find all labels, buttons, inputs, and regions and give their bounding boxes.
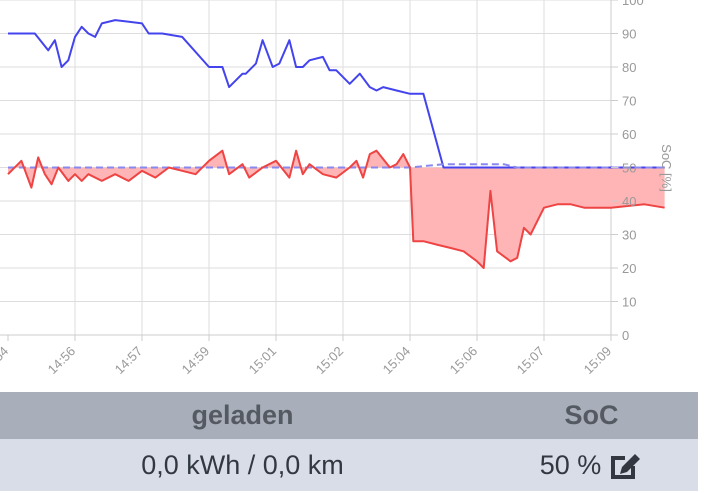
soc-cell: 50 % bbox=[485, 439, 698, 491]
x-tick-labels: 14:54 14:56 14:57 14:59 15:01 15:02 15:04 15:06… bbox=[0, 335, 614, 377]
y-tick-label: 80 bbox=[622, 60, 636, 75]
edit-icon[interactable] bbox=[607, 449, 643, 481]
header-geladen: geladen bbox=[191, 400, 294, 430]
y-tick-label: 100 bbox=[622, 0, 644, 8]
table-header: geladen SoC bbox=[0, 392, 698, 439]
x-tick-label: 15:06 bbox=[447, 343, 481, 377]
x-tick-label: 15:02 bbox=[313, 343, 347, 377]
series-line-1 bbox=[8, 163, 665, 169]
y-tick-labels: 0 10 20 30 40 50 60 70 80 90 100 bbox=[611, 0, 644, 343]
chart-lines bbox=[7, 19, 665, 269]
x-tick-label: 14:56 bbox=[45, 343, 79, 377]
y-tick-label: 90 bbox=[622, 27, 636, 42]
y-axis-label: SoC [%] bbox=[659, 144, 674, 192]
x-tick-label: 14:59 bbox=[179, 343, 213, 377]
soc-value: 50 % bbox=[539, 449, 602, 480]
x-tick-label: 15:04 bbox=[380, 343, 414, 377]
x-tick-label: 15:09 bbox=[581, 343, 615, 377]
x-tick-label: 14:54 bbox=[0, 343, 11, 377]
y-tick-label: 0 bbox=[622, 328, 629, 343]
series-line-2 bbox=[7, 149, 665, 269]
y-tick-label: 70 bbox=[622, 94, 636, 109]
series-line-0 bbox=[8, 19, 665, 169]
chart-fills bbox=[8, 150, 665, 268]
y-tick-label: 60 bbox=[622, 127, 636, 142]
x-tick-label: 14:57 bbox=[112, 343, 146, 377]
charged-value: 0,0 kWh / 0,0 km bbox=[141, 449, 344, 480]
series-fill-2 bbox=[8, 150, 665, 268]
y-tick-label: 10 bbox=[622, 295, 636, 310]
header-soc: SoC bbox=[564, 400, 619, 430]
table-row: 0,0 kWh / 0,0 km 50 % bbox=[0, 439, 698, 491]
y-tick-label: 50 bbox=[622, 161, 636, 176]
charge-summary-table: geladen SoC 0,0 kWh / 0,0 km 50 % bbox=[0, 392, 698, 491]
y-tick-label: 20 bbox=[622, 261, 636, 276]
y-tick-label: 30 bbox=[622, 228, 636, 243]
x-tick-label: 15:01 bbox=[246, 343, 280, 377]
x-tick-label: 15:07 bbox=[514, 343, 548, 377]
y-tick-label: 40 bbox=[622, 194, 636, 209]
